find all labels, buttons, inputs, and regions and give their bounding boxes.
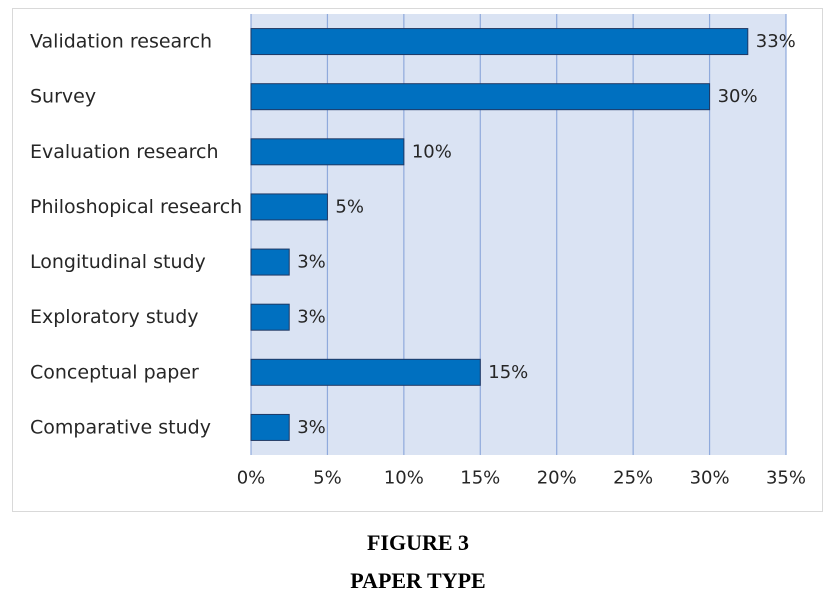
category-label-4: Longitudinal study — [30, 251, 206, 273]
x-tick-label-3: 15% — [460, 468, 500, 489]
plot-area — [251, 14, 786, 455]
bar-0 — [250, 28, 749, 56]
x-tick-label-7: 35% — [766, 468, 806, 489]
data-label-3: 5% — [335, 196, 364, 217]
bar-1 — [250, 83, 711, 111]
bar-2 — [250, 138, 405, 166]
data-label-7: 3% — [297, 417, 326, 438]
x-tick-label-5: 25% — [613, 468, 653, 489]
category-label-0: Validation research — [30, 31, 212, 53]
bar-7 — [250, 413, 290, 441]
data-label-6: 15% — [488, 362, 528, 383]
category-label-5: Exploratory study — [30, 306, 199, 328]
bar-chart: Validation research Survey Evaluation rese… — [30, 14, 806, 489]
category-label-6: Conceptual paper — [30, 361, 199, 383]
data-label-4: 3% — [297, 252, 326, 273]
data-label-0: 33% — [756, 31, 796, 52]
x-tick-label-1: 5% — [313, 468, 342, 489]
bar-3 — [250, 193, 328, 221]
bar-5 — [250, 303, 290, 331]
bars — [250, 28, 749, 441]
category-label-7: Comparative study — [30, 416, 211, 438]
bar-4 — [250, 248, 290, 276]
x-tick-label-2: 10% — [384, 468, 424, 489]
category-labels: Validation research Survey Evaluation rese… — [30, 31, 242, 439]
category-label-3: Philoshopical research — [30, 196, 242, 218]
data-label-1: 30% — [718, 86, 758, 107]
x-tick-label-0: 0% — [237, 468, 266, 489]
category-label-1: Survey — [30, 86, 96, 108]
data-labels: 33% 30% 10% 5% 3% 3% 15% 3% — [297, 31, 796, 438]
figure-title: PAPER TYPE — [350, 568, 486, 593]
category-label-2: Evaluation research — [30, 141, 219, 163]
figure-number: FIGURE 3 — [366, 530, 470, 555]
x-tick-label-4: 20% — [537, 468, 577, 489]
data-label-2: 10% — [412, 141, 452, 162]
chart-frame: Validation research Survey Evaluation rese… — [12, 8, 823, 512]
data-label-5: 3% — [297, 307, 326, 328]
bar-6 — [250, 358, 481, 386]
x-axis-ticks: 0% 5% 10% 15% 20% 25% 30% 35% — [237, 468, 806, 489]
x-tick-label-6: 30% — [690, 468, 730, 489]
